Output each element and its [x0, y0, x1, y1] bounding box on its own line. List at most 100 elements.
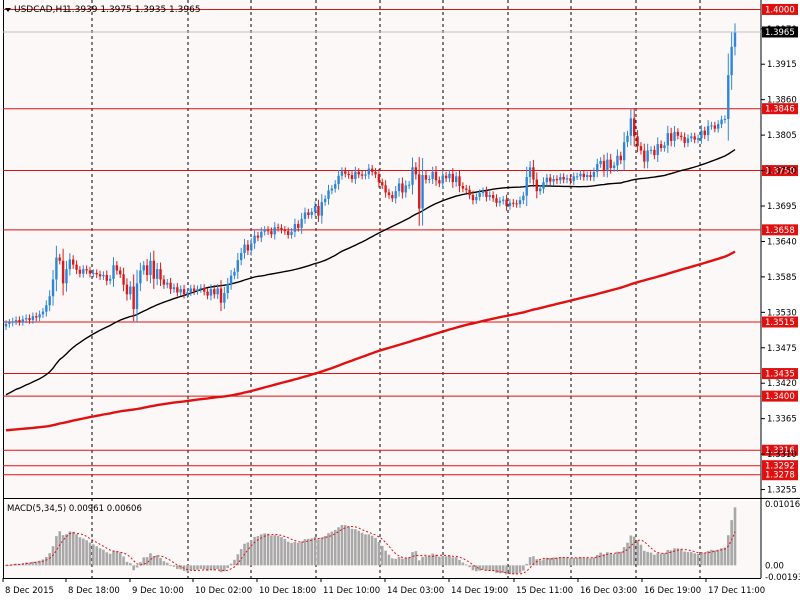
macd-histogram-bar	[525, 563, 529, 566]
candle-body	[350, 175, 354, 179]
macd-histogram-bar	[65, 534, 68, 566]
candle-body	[105, 274, 108, 281]
macd-histogram-bar	[112, 551, 115, 566]
candle-body	[179, 289, 182, 293]
level-price-box	[762, 460, 798, 472]
macd-histogram-bar	[323, 535, 327, 566]
candle-body	[518, 200, 522, 205]
macd-histogram-bar	[636, 540, 639, 566]
candle-body	[213, 289, 216, 295]
macd-histogram-bar	[48, 553, 51, 566]
macd-histogram-bar	[706, 550, 710, 566]
candle-body	[424, 175, 428, 180]
macd-histogram-bar	[209, 565, 213, 570]
macd-histogram-bar	[397, 557, 401, 566]
time-tick-label: 8 Dec 18:00	[68, 586, 120, 596]
macd-histogram-bar	[11, 564, 15, 566]
current-price-tag: 1.3965	[3, 26, 798, 38]
candle-body	[370, 168, 374, 172]
level-price-box	[762, 316, 798, 328]
macd-histogram-bar	[562, 557, 565, 566]
macd-histogram-bar	[176, 565, 179, 569]
macd-histogram-bar	[666, 549, 670, 566]
macd-histogram-bar	[535, 559, 539, 566]
candle-body	[45, 305, 48, 312]
candle-body	[98, 274, 102, 277]
candle-body	[256, 235, 260, 238]
macd-histogram-bar	[41, 559, 45, 566]
macd-histogram-bar	[441, 555, 445, 566]
macd-histogram-bar	[555, 557, 559, 566]
candle-body	[579, 173, 582, 177]
macd-histogram-bar	[186, 565, 189, 572]
macd-histogram-bar	[542, 559, 545, 566]
macd-histogram-bar	[300, 541, 303, 566]
candle-body	[703, 130, 706, 136]
macd-histogram-bar	[491, 565, 495, 572]
macd-histogram-bar	[236, 554, 240, 566]
macd-histogram-bar	[579, 557, 582, 566]
candle-body	[458, 176, 461, 187]
level-price-label: 1.3515	[765, 318, 795, 328]
candle-body	[602, 160, 606, 171]
macd-histogram-bar	[233, 559, 236, 566]
macd-histogram-bar	[676, 548, 680, 566]
candle-body	[297, 224, 300, 228]
macd-histogram-bar	[108, 553, 112, 566]
macd-histogram-bar	[481, 565, 485, 570]
macd-histogram-bar	[360, 532, 364, 566]
macd-histogram-bar	[293, 541, 297, 566]
macd-histogram-bar	[589, 558, 592, 566]
candle-body	[431, 171, 434, 179]
candle-body	[706, 126, 710, 136]
candle-body	[723, 119, 727, 120]
macd-histogram-bar	[142, 557, 146, 566]
chart-menu-triangle-icon[interactable]	[5, 8, 11, 12]
candle-body	[649, 149, 653, 151]
macd-histogram-bar	[427, 555, 431, 566]
macd-histogram-bar	[471, 565, 475, 571]
candle-body	[733, 32, 737, 47]
fast-moving-average	[5, 149, 736, 396]
macd-histogram-bar	[565, 557, 569, 566]
macd-scale-label: 0.01016	[765, 500, 800, 510]
price-tick-label: 1.3750	[767, 167, 797, 177]
candle-body	[676, 131, 680, 136]
candle-body	[491, 195, 495, 199]
candle-body	[280, 227, 283, 230]
macd-histogram-bar	[599, 552, 602, 566]
candle-body	[357, 171, 360, 175]
macd-histogram-bar	[31, 561, 35, 566]
level-price-label: 1.3658	[765, 226, 795, 236]
time-tick-label: 14 Dec 19:00	[451, 586, 508, 596]
macd-histogram-bar	[165, 562, 169, 566]
candle-body	[465, 188, 468, 190]
candle-body	[592, 171, 596, 177]
candle-body	[538, 188, 542, 192]
price-tick-label: 1.3310	[767, 450, 797, 460]
price-tick-label: 1.3805	[767, 131, 797, 141]
macd-histogram-bar	[384, 550, 387, 566]
macd-histogram-bar	[246, 542, 250, 566]
candle-body	[293, 224, 297, 232]
macd-histogram-bar	[78, 537, 82, 566]
macd-histogram-bar	[538, 560, 542, 566]
macd-histogram-bar	[350, 528, 354, 566]
main-plot-area[interactable]	[3, 0, 761, 498]
candle-body	[65, 269, 68, 284]
macd-histogram-bar	[659, 553, 663, 566]
macd-histogram-bar	[219, 565, 223, 573]
macd-histogram-bar	[85, 540, 88, 566]
ohlc-values: 1.3939 1.3975 1.3935 1.3965	[66, 5, 201, 15]
macd-histogram-bar	[693, 553, 696, 566]
candle-body	[633, 118, 636, 137]
candle-body	[471, 195, 475, 201]
candle-body	[8, 322, 11, 324]
candle-body	[639, 146, 643, 151]
candle-body	[606, 159, 609, 171]
macd-histogram-bar	[95, 546, 99, 566]
macd-histogram-bar	[88, 542, 92, 566]
macd-histogram-bar	[646, 551, 649, 566]
candle-body	[582, 173, 586, 177]
